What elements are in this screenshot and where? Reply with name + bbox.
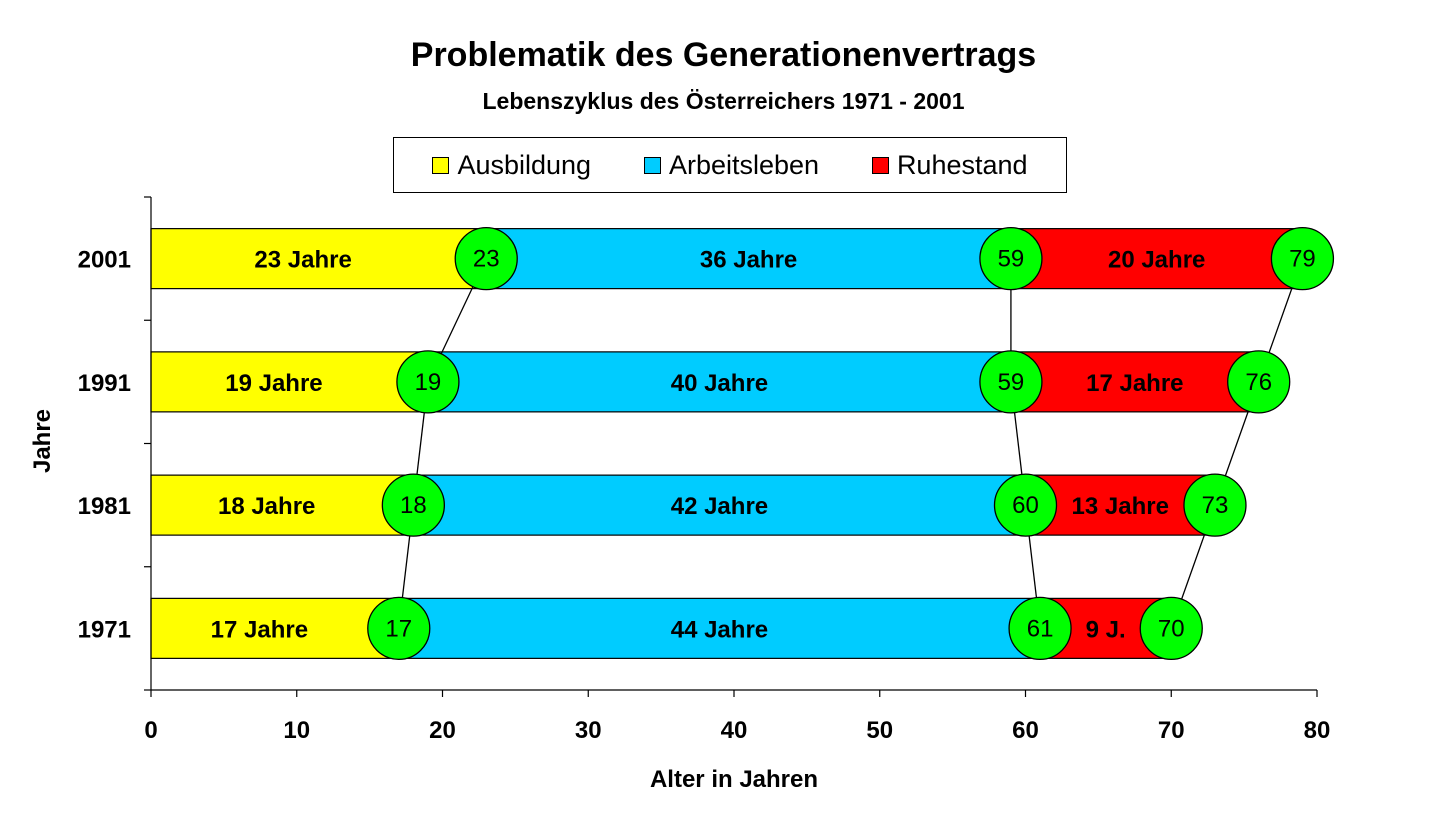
marker-label-lebenserwartung-1991: 76 [1245, 369, 1272, 396]
bar-arbeitsleben-2001 [485, 228, 1012, 290]
legend-label-arbeitsleben: Arbeitsleben [668, 149, 820, 180]
bar-label-ruhestand-1991: 17 Jahre [1086, 370, 1183, 397]
bar-labels-layer: 23 Jahre 36 Jahre 20 Jahre 19 Jahre 40 Jahre… [211, 247, 1206, 644]
bar-label-ruhestand-1971: 9 J. [1086, 616, 1126, 643]
marker-label-pensionsantritt-1991: 59 [998, 369, 1025, 396]
bar-arbeitsleben-1981 [412, 474, 1027, 536]
legend: Ausbildung Arbeitsleben Ruhestand [393, 137, 1067, 193]
legend-label-ruhestand: Ruhestand [896, 149, 1028, 180]
bar-ausbildung-2001 [150, 228, 487, 290]
bar-label-ausbildung-1971: 17 Jahre [211, 616, 308, 643]
x-tick-label-50: 50 [866, 717, 893, 744]
marker-lebenserwartung-1971 [1139, 596, 1203, 661]
bar-label-ruhestand-1981: 13 Jahre [1072, 493, 1169, 520]
x-axis-title: Alter in Jahren [650, 766, 818, 793]
x-tick-label-60: 60 [1012, 717, 1039, 744]
markers-layer: 23 19 18 17 59 59 60 61 79 76 73 70 [367, 226, 1335, 661]
legend-item-ausbildung: Ausbildung [432, 150, 591, 181]
legend-swatch-ruhestand [871, 156, 889, 174]
marker-pensionsantritt-1971 [1008, 596, 1072, 661]
bar-label-ausbildung-1991: 19 Jahre [225, 370, 322, 397]
bar-arbeitsleben-1991 [427, 351, 1012, 413]
y-tick-label-1981: 1981 [78, 493, 131, 520]
y-tick-label-1991: 1991 [78, 370, 131, 397]
legend-item-arbeitsleben: Arbeitsleben [643, 149, 820, 181]
bar-label-ausbildung-1981: 18 Jahre [218, 493, 315, 520]
legend-item-ruhestand: Ruhestand [871, 149, 1028, 181]
chart-title: Problematik des Generationenvertrags [410, 36, 1037, 74]
legend-swatch-ausbildung [432, 156, 450, 174]
marker-label-lebenserwartung-2001: 79 [1289, 246, 1316, 273]
bar-label-arbeitsleben-2001: 36 Jahre [700, 247, 797, 274]
marker-ausbildungsende-1981 [381, 473, 446, 537]
x-tick-label-40: 40 [721, 717, 748, 744]
legend-label-ausbildung: Ausbildung [457, 149, 592, 180]
bar-arbeitsleben-1971 [398, 597, 1041, 659]
bar-label-arbeitsleben-1991: 40 Jahre [671, 370, 768, 397]
marker-ausbildungsende-1991 [396, 350, 460, 414]
marker-lebenserwartung-2001 [1270, 226, 1335, 291]
bar-label-arbeitsleben-1981: 42 Jahre [671, 493, 768, 520]
bar-label-arbeitsleben-1971: 44 Jahre [671, 616, 768, 643]
x-tick-label-10: 10 [283, 717, 310, 744]
bar-ruhestand-2001 [1010, 228, 1304, 290]
axes-layer: 2001 1991 1981 1971 0 10 20 30 40 50 60 70 80 [78, 196, 1331, 744]
y-tick-label-2001: 2001 [78, 247, 131, 274]
marker-label-ausbildungsende-1981: 18 [400, 492, 427, 519]
bar-label-ruhestand-2001: 20 Jahre [1108, 247, 1205, 274]
marker-label-ausbildungsende-1991: 19 [415, 369, 442, 396]
x-tick-label-80: 80 [1304, 717, 1331, 744]
marker-lebenserwartung-1991 [1227, 350, 1291, 414]
marker-lebenserwartung-1981 [1183, 473, 1247, 537]
x-tick-label-70: 70 [1158, 717, 1185, 744]
marker-label-pensionsantritt-1981: 60 [1012, 492, 1039, 519]
marker-pensionsantritt-2001 [979, 226, 1043, 291]
marker-pensionsantritt-1991 [979, 350, 1043, 414]
marker-ausbildungsende-1971 [367, 596, 431, 661]
x-tick-label-0: 0 [144, 717, 157, 744]
bar-label-ausbildung-2001: 23 Jahre [254, 247, 351, 274]
marker-label-lebenserwartung-1971: 70 [1158, 615, 1185, 642]
bar-ausbildung-1971 [150, 597, 400, 659]
marker-label-pensionsantritt-2001: 59 [998, 246, 1025, 273]
legend-swatch-arbeitsleben [643, 156, 661, 174]
y-axis-title: Jahre [29, 409, 56, 473]
marker-ausbildungsende-2001 [454, 226, 518, 291]
x-tick-label-30: 30 [575, 717, 602, 744]
bar-ausbildung-1981 [150, 474, 414, 536]
chart-subtitle: Lebenszyklus des Österreichers 1971 - 20… [482, 88, 965, 114]
bar-ruhestand-1991 [1010, 351, 1260, 413]
marker-label-lebenserwartung-1981: 73 [1202, 492, 1229, 519]
bars-layer [150, 228, 1304, 659]
connector-lines-layer [398, 258, 1304, 629]
marker-label-pensionsantritt-1971: 61 [1027, 615, 1054, 642]
x-tick-label-20: 20 [429, 717, 456, 744]
y-tick-label-1971: 1971 [78, 616, 131, 643]
marker-label-ausbildungsende-2001: 23 [473, 246, 500, 273]
marker-label-ausbildungsende-1971: 17 [385, 615, 412, 642]
marker-pensionsantritt-1981 [993, 473, 1058, 537]
